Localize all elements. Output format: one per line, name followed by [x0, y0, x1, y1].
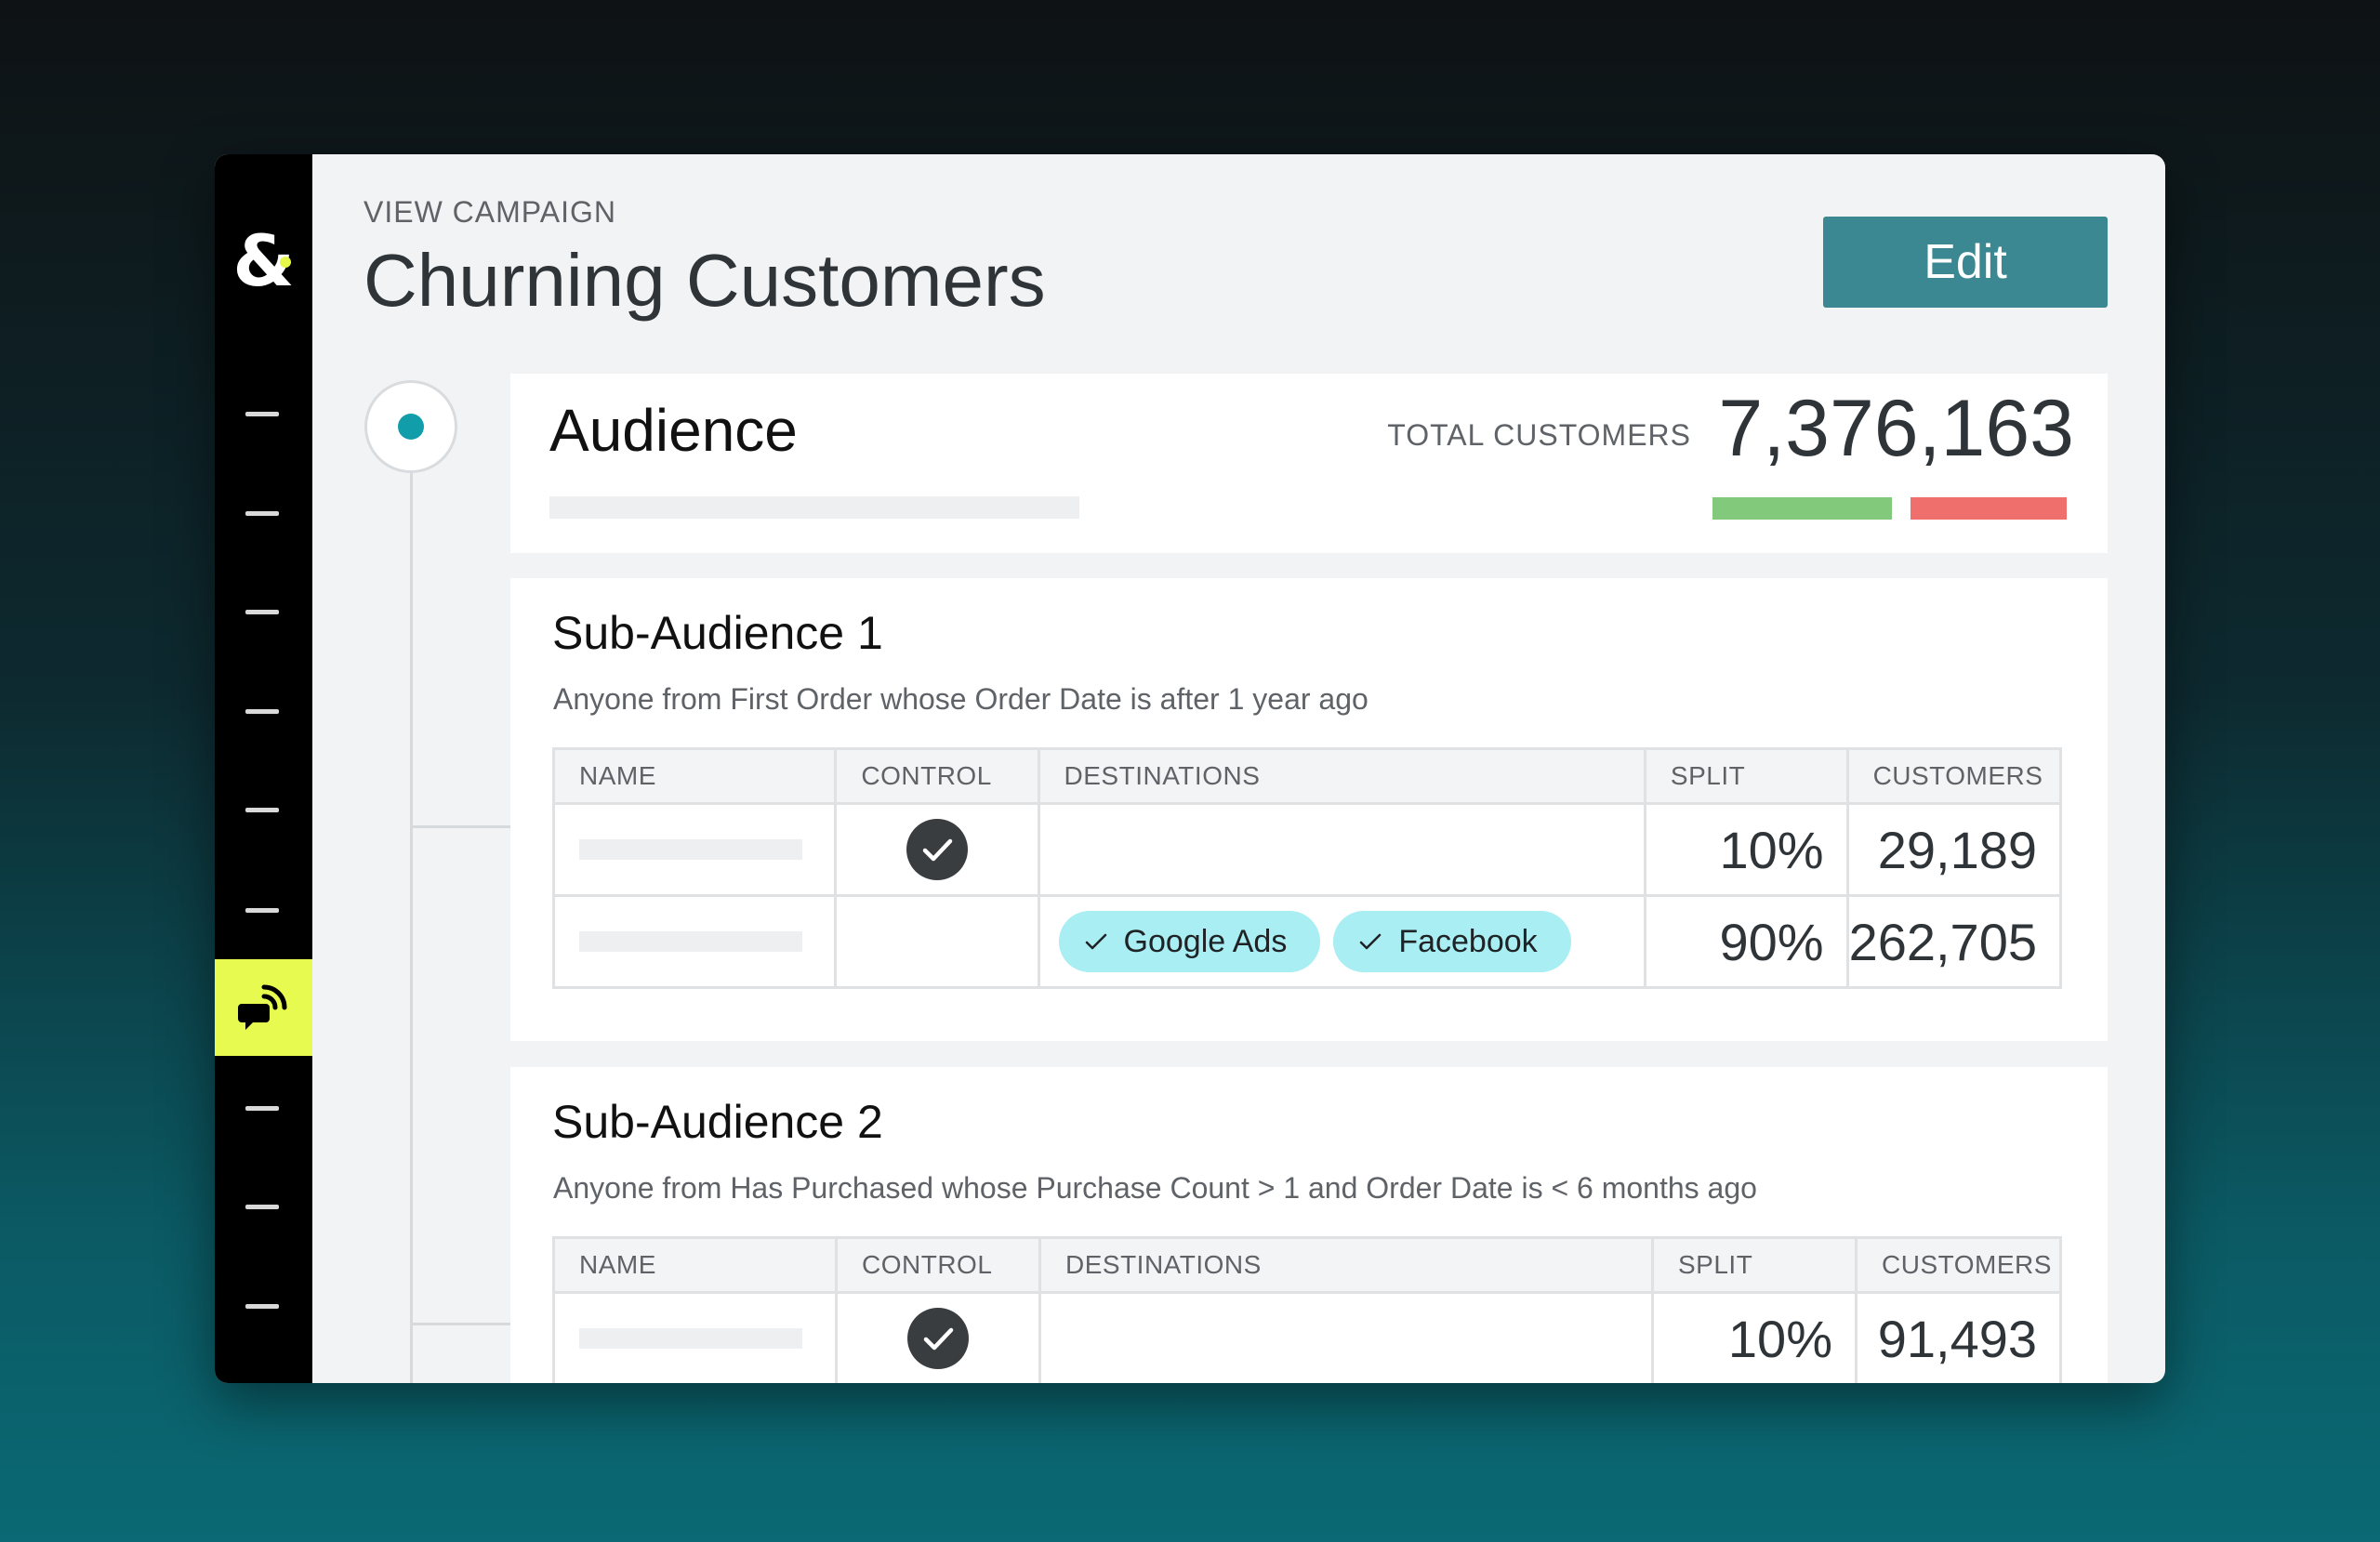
column-header-name[interactable]: NAME — [551, 747, 838, 805]
logo-dot — [280, 257, 291, 268]
split-bar-red — [1911, 497, 2067, 520]
name-placeholder — [579, 931, 802, 952]
sub-audience-table: NAME CONTROL DESTINATIONS SPLIT CUSTOMER… — [551, 747, 2063, 989]
column-header-customers[interactable]: CUSTOMERS — [1855, 1236, 2062, 1294]
destinations-cell: Google Ads Facebook — [1037, 894, 1646, 989]
audience-title: Audience — [549, 397, 798, 464]
table-row[interactable]: 10% 29,189 — [551, 802, 2063, 897]
name-cell — [552, 1291, 838, 1383]
column-header-split[interactable]: SPLIT — [1651, 1236, 1858, 1294]
control-cell — [834, 802, 1040, 897]
sub-audience-description: Anyone from Has Purchased whose Purchase… — [553, 1171, 1757, 1205]
sidebar-item-3[interactable] — [245, 610, 279, 614]
control-check-icon[interactable] — [906, 819, 968, 880]
destination-chip-facebook[interactable]: Facebook — [1333, 911, 1571, 972]
destination-chip-label: Facebook — [1398, 923, 1538, 959]
breadcrumb: VIEW CAMPAIGN — [364, 195, 616, 229]
destinations-cell — [1038, 1291, 1654, 1383]
sub-audience-card-1: Sub-Audience 1 Anyone from First Order w… — [510, 578, 2108, 1041]
page-title: Churning Customers — [364, 239, 1046, 322]
sidebar-item-2[interactable] — [245, 511, 279, 516]
column-header-name[interactable]: NAME — [552, 1236, 838, 1294]
destination-chip-google-ads[interactable]: Google Ads — [1058, 911, 1321, 972]
name-placeholder — [579, 839, 802, 860]
column-header-split[interactable]: SPLIT — [1643, 747, 1849, 805]
column-header-control[interactable]: CONTROL — [834, 747, 1040, 805]
name-placeholder — [579, 1328, 802, 1349]
customers-cell: 29,189 — [1845, 802, 2063, 897]
audience-placeholder-bar — [549, 496, 1079, 519]
sidebar-item-5[interactable] — [245, 808, 279, 812]
column-header-control[interactable]: CONTROL — [835, 1236, 1041, 1294]
column-header-customers[interactable]: CUSTOMERS — [1845, 747, 2063, 805]
sidebar-item-1[interactable] — [245, 412, 279, 416]
column-header-destinations[interactable]: DESTINATIONS — [1037, 747, 1646, 805]
ampersand-logo[interactable]: & — [232, 218, 295, 302]
name-cell — [551, 894, 838, 989]
timeline-node — [364, 380, 457, 473]
destination-chip-label: Google Ads — [1123, 923, 1288, 959]
split-bar-green — [1712, 497, 1892, 520]
check-icon — [1360, 933, 1382, 950]
split-cell: 10% — [1643, 802, 1849, 897]
sidebar-item-7[interactable] — [245, 1106, 279, 1111]
audience-card: Audience TOTAL CUSTOMERS 7,376,163 — [510, 374, 2108, 553]
table-header-row: NAME CONTROL DESTINATIONS SPLIT CUSTOMER… — [552, 1236, 2062, 1294]
control-check-icon[interactable] — [907, 1308, 969, 1369]
sub-audience-title: Sub-Audience 2 — [552, 1096, 883, 1148]
timeline-node-dot — [398, 414, 424, 440]
total-customers-label: TOTAL CUSTOMERS — [1387, 418, 1691, 452]
control-cell — [835, 1291, 1041, 1383]
total-customers-value: 7,376,163 — [1718, 384, 2074, 473]
name-cell — [551, 802, 838, 897]
check-icon — [1085, 933, 1106, 950]
timeline-branch-1 — [410, 825, 522, 828]
table-header-row: NAME CONTROL DESTINATIONS SPLIT CUSTOMER… — [551, 747, 2063, 805]
edit-button[interactable]: Edit — [1823, 217, 2108, 308]
sub-audience-card-2: Sub-Audience 2 Anyone from Has Purchased… — [510, 1067, 2108, 1383]
app-window: & VIEW CAMPAIGN Churning Customers Edit … — [215, 154, 2165, 1383]
split-cell: 90% — [1643, 894, 1849, 989]
destinations-cell — [1037, 802, 1646, 897]
campaign-speech-icon — [237, 984, 286, 1030]
table-row[interactable]: Google Ads Facebook 90% 262,705 — [551, 894, 2063, 989]
sub-audience-table: NAME CONTROL DESTINATIONS SPLIT CUSTOMER… — [552, 1236, 2062, 1383]
sidebar-item-6[interactable] — [245, 908, 279, 913]
sidebar-item-campaigns[interactable] — [215, 959, 312, 1056]
control-cell — [834, 894, 1040, 989]
sidebar-item-8[interactable] — [245, 1205, 279, 1209]
customers-cell: 91,493 — [1855, 1291, 2062, 1383]
timeline-branch-2 — [410, 1323, 522, 1325]
sidebar: & — [215, 154, 312, 1383]
column-header-destinations[interactable]: DESTINATIONS — [1038, 1236, 1654, 1294]
sidebar-item-9[interactable] — [245, 1304, 279, 1309]
sidebar-item-4[interactable] — [245, 709, 279, 714]
split-cell: 10% — [1651, 1291, 1858, 1383]
customers-cell: 262,705 — [1845, 894, 2063, 989]
sub-audience-title: Sub-Audience 1 — [552, 607, 883, 659]
timeline-line — [410, 470, 413, 1383]
table-row[interactable]: 10% 91,493 — [552, 1291, 2062, 1383]
sub-audience-description: Anyone from First Order whose Order Date… — [553, 682, 1368, 716]
